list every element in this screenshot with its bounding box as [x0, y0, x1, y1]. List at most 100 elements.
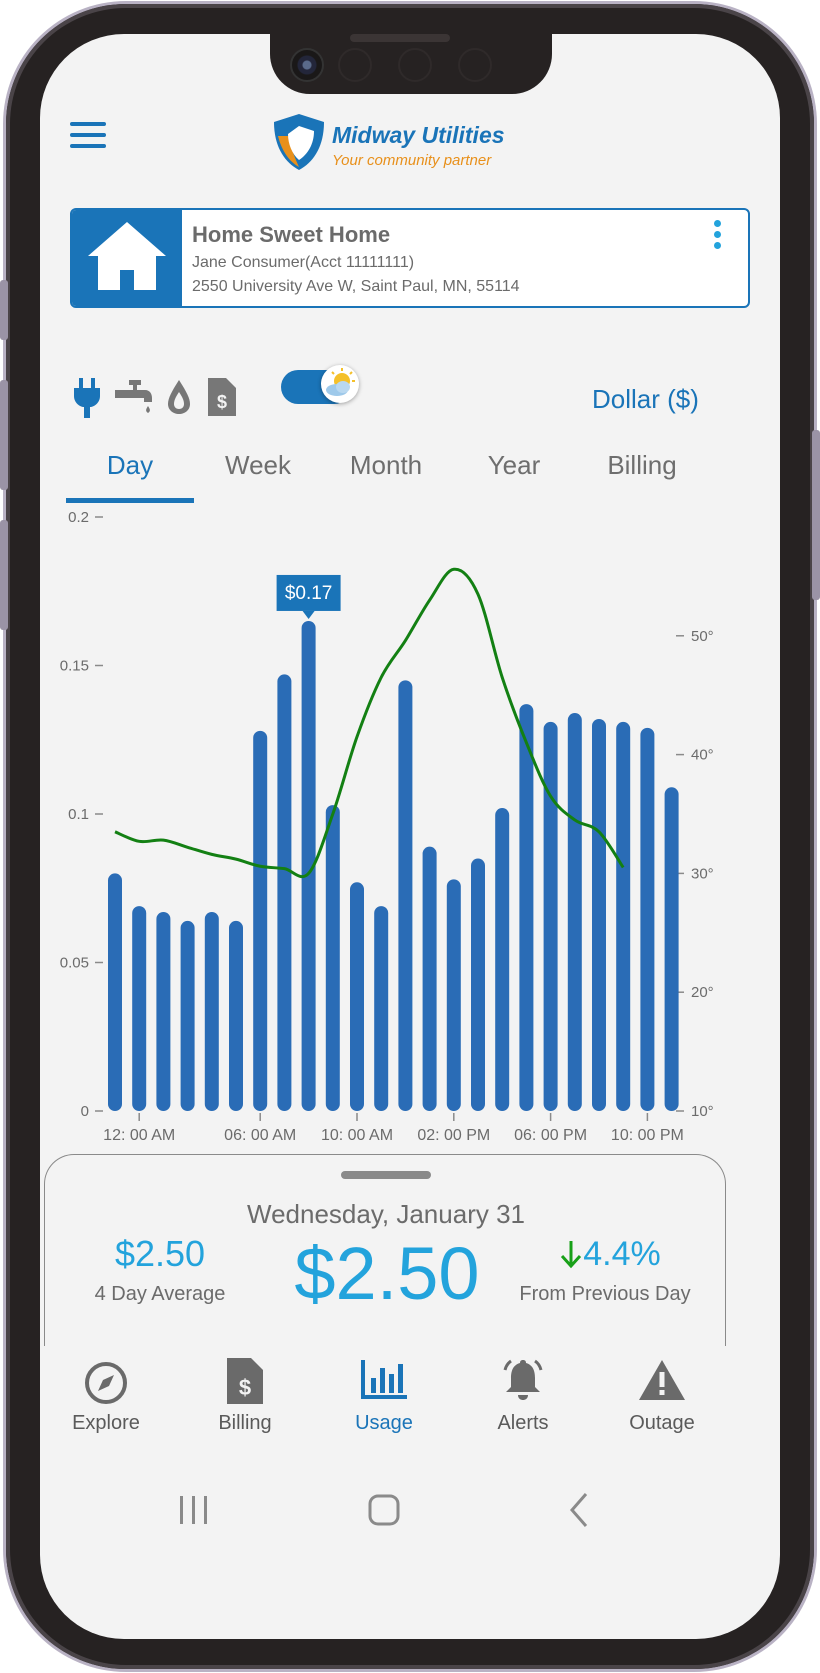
weather-sun-cloud-icon [326, 368, 355, 396]
brand-tagline: Your community partner [332, 152, 492, 169]
chart-bar [446, 879, 461, 1111]
chart-bar [664, 787, 679, 1111]
electric-plug-icon[interactable] [72, 378, 102, 418]
svg-text:$: $ [217, 392, 227, 412]
toggle-knob [321, 365, 359, 403]
x-tick-label: 10: 00 AM [321, 1127, 393, 1144]
chart-bar [325, 805, 340, 1111]
recent-apps-icon[interactable] [174, 1490, 214, 1530]
arrow-down-icon [561, 1241, 582, 1269]
chart-bar [640, 727, 655, 1111]
chart-bar [495, 808, 510, 1111]
account-title: Home Sweet Home [192, 222, 391, 247]
chart-bar [398, 680, 413, 1111]
tab-billing[interactable]: Billing [607, 450, 677, 480]
camera-notch [270, 34, 552, 94]
chart-bar [156, 912, 171, 1111]
sensor-icon [458, 48, 492, 82]
x-tick-label: 02: 00 PM [417, 1127, 490, 1144]
y2-tick-label: 10° [691, 1103, 714, 1120]
change-value: 4.4% [583, 1235, 661, 1273]
home-button-icon[interactable] [364, 1490, 404, 1530]
weather-overlay-toggle[interactable] [281, 365, 359, 404]
temperature-line [114, 567, 625, 879]
average-label: 4 Day Average [94, 1283, 226, 1305]
chart-bar [567, 713, 582, 1111]
change-label: From Previous Day [519, 1283, 691, 1305]
y-tick-label: 0.05 [60, 955, 89, 972]
account-holder: Jane Consumer(Acct 11111111) [192, 254, 415, 271]
bar-chart-icon [361, 1360, 407, 1399]
chart-bar [422, 846, 437, 1111]
menu-button[interactable] [70, 122, 106, 155]
active-tab-indicator [66, 498, 194, 503]
y-tick-label: 0.15 [60, 658, 89, 675]
tooltip-label: $0.17 [285, 583, 333, 604]
chart-bar [277, 674, 292, 1111]
front-camera-icon [290, 48, 324, 82]
chart-bar [616, 721, 631, 1111]
chart-bar [253, 730, 268, 1111]
y2-tick-label: 50° [691, 628, 714, 645]
value-tooltip [276, 574, 341, 611]
nav-billing-label: Billing [218, 1412, 272, 1434]
compass-icon [85, 1362, 127, 1404]
account-card[interactable]: Home Sweet Home Jane Consumer(Acct 11111… [70, 208, 750, 308]
bill-document-icon[interactable]: $ [208, 378, 236, 416]
x-tick-label: 06: 00 PM [514, 1127, 587, 1144]
y-tick-label: 0.2 [68, 509, 89, 526]
y2-tick-label: 20° [691, 984, 714, 1001]
volume-button [0, 520, 8, 630]
brand-name: Midway Utilities [332, 122, 505, 148]
y-tick-label: 0 [81, 1103, 89, 1120]
account-address: 2550 University Ave W, Saint Paul, MN, 5… [192, 278, 520, 295]
gas-drop-icon[interactable] [166, 378, 192, 416]
tab-week[interactable]: Week [225, 450, 291, 480]
y2-tick-label: 40° [691, 747, 714, 764]
warning-icon [639, 1360, 685, 1400]
bell-icon [503, 1359, 543, 1400]
chart-bar [229, 920, 243, 1111]
tab-month[interactable]: Month [349, 450, 423, 480]
chart-bar [204, 912, 219, 1111]
shield-logo-icon [274, 114, 324, 170]
chart-bar [301, 620, 316, 1111]
chart-bar [471, 858, 485, 1111]
tab-day[interactable]: Day [106, 450, 154, 480]
usage-chart[interactable]: 0 0.05 0.1 0.15 0.2 10° 20° 30° 40° 50° 12: 00 AM 0… [40, 34, 780, 1154]
phone-screen: Midway Utilities Your community partner … [40, 34, 780, 1639]
nav-explore-label: Explore [72, 1412, 140, 1434]
chart-bar [108, 873, 122, 1111]
more-options-icon[interactable] [714, 220, 721, 253]
system-nav-bar [40, 1466, 780, 1566]
x-tick-label: 10: 00 PM [611, 1127, 684, 1144]
volume-button [0, 380, 8, 490]
power-button [812, 430, 820, 600]
chart-bar [350, 882, 364, 1111]
bill-icon: $ [227, 1358, 263, 1404]
water-faucet-icon[interactable] [115, 380, 155, 416]
chart-bar [180, 920, 195, 1111]
chart-bar [592, 718, 606, 1111]
home-icon-tile [72, 210, 182, 306]
chart-bar [374, 906, 389, 1111]
unit-selector[interactable]: Dollar ($) [592, 384, 699, 414]
tab-year[interactable]: Year [487, 450, 541, 480]
total-value: $2.50 [294, 1232, 480, 1315]
nav-usage-label: Usage [355, 1412, 413, 1434]
nav-alerts-label: Alerts [497, 1412, 549, 1434]
drag-handle[interactable] [341, 1171, 431, 1179]
speaker-grille [350, 34, 450, 42]
tooltip-pointer [302, 610, 315, 619]
chart-bar [543, 721, 558, 1111]
sensor-icon [338, 48, 372, 82]
back-icon[interactable] [560, 1490, 600, 1530]
chart-bar [132, 906, 147, 1111]
bottom-nav: Explore $ Billing Usage Alerts [40, 1346, 780, 1466]
sensor-icon [398, 48, 432, 82]
house-icon [88, 222, 166, 290]
y2-tick-label: 30° [691, 865, 714, 882]
change-indicator: 4.4% [515, 1235, 705, 1274]
x-tick-label: 12: 00 AM [103, 1127, 175, 1144]
volume-button [0, 280, 8, 340]
